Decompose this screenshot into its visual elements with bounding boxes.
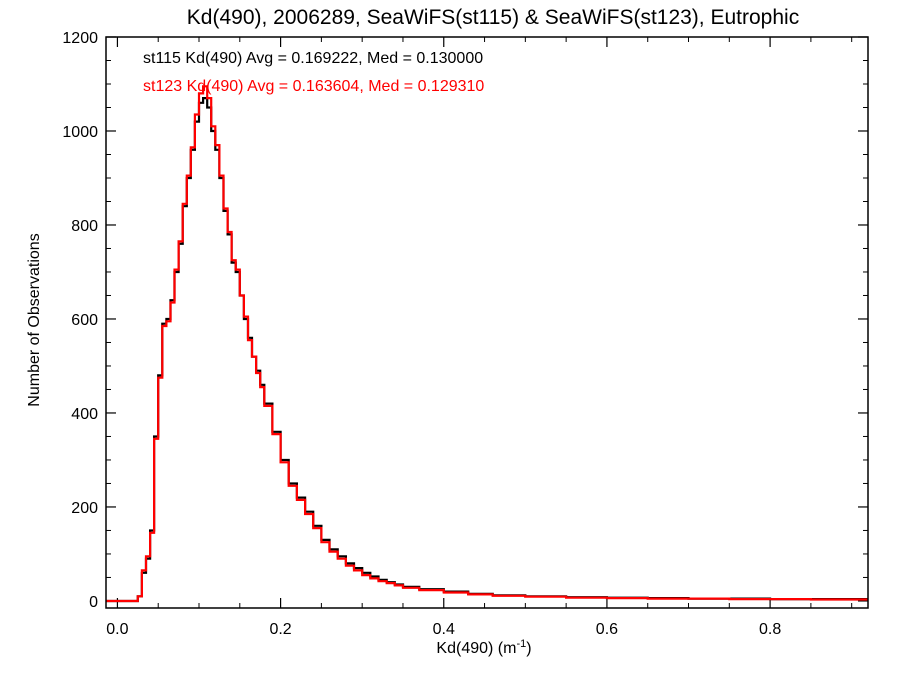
y-tick-label: 600 [71,312,98,329]
x-tick-label: 0.0 [106,621,128,638]
y-tick-label: 1000 [62,124,98,141]
x-axis-label-text: Kd(490) (m [436,640,516,657]
series-layer [106,85,868,603]
series-line-st123 [106,85,868,603]
x-tick-label: 0.4 [433,621,455,638]
x-tick-label: 0.8 [759,621,781,638]
x-axis-label: Kd(490) (m-1) [436,638,531,657]
y-tick-label: 200 [71,500,98,517]
annotation-st115: st115 Kd(490) Avg = 0.169222, Med = 0.13… [143,50,483,67]
x-axis-label-superscript: -1 [516,638,526,650]
y-axis-ticks: 0 200 400 600 800 1000 1200 [62,30,868,611]
x-axis-label-close: ) [526,640,531,657]
x-tick-label: 0.6 [596,621,618,638]
x-tick-label: 0.2 [269,621,291,638]
x-axis-ticks: 0.0 0.2 0.4 0.6 0.8 [106,37,853,638]
y-tick-label: 0 [89,594,98,611]
y-tick-label: 400 [71,406,98,423]
y-tick-label: 1200 [62,30,98,47]
chart-title: Kd(490), 2006289, SeaWiFS(st115) & SeaWi… [187,6,799,29]
y-tick-label: 800 [71,218,98,235]
plot-frame [105,36,869,609]
y-axis-label: Number of Observations [26,233,43,406]
annotation-st123: st123 Kd(490) Avg = 0.163604, Med = 0.12… [143,78,484,95]
